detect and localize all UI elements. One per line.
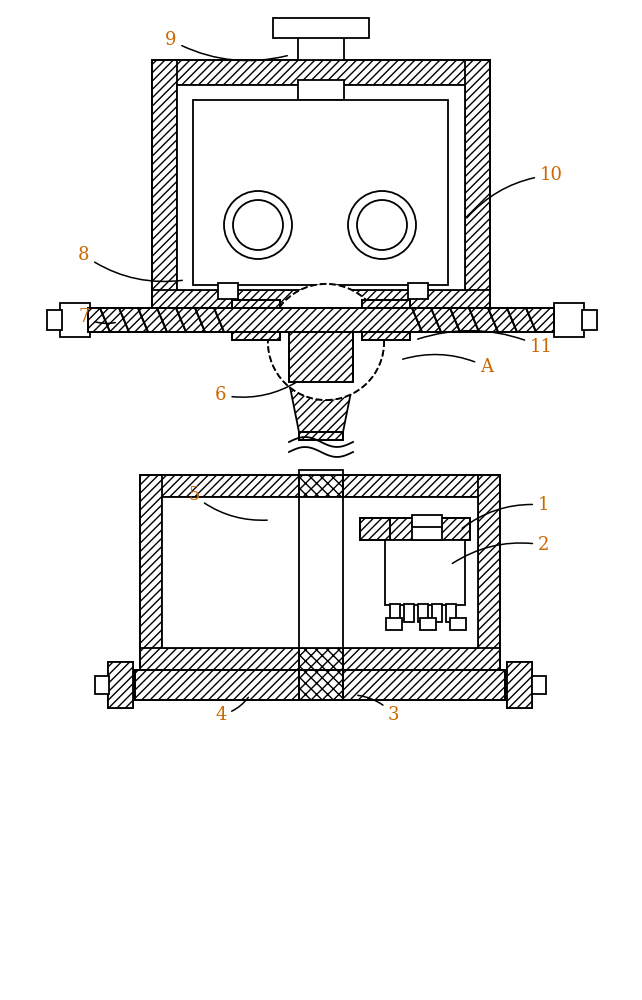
Text: 7: 7 [78, 308, 116, 326]
Bar [232, 300, 280, 340]
Bar [362, 300, 410, 340]
Text: 8: 8 [78, 246, 182, 281]
Bar [412, 525, 442, 540]
Bar [289, 332, 353, 382]
Circle shape [268, 284, 384, 400]
Bar [404, 604, 414, 622]
Bar [362, 300, 410, 340]
Bar [152, 60, 490, 85]
Bar [108, 662, 133, 708]
Bar [140, 475, 500, 497]
Text: 9: 9 [165, 31, 288, 61]
Bar [299, 497, 343, 648]
Text: 2: 2 [453, 536, 550, 563]
Bar [140, 648, 500, 670]
Bar [177, 85, 465, 290]
Bar [362, 300, 410, 340]
Bar [140, 475, 500, 670]
Bar [360, 518, 390, 540]
Bar [289, 332, 353, 382]
Bar [95, 676, 109, 694]
Bar [140, 475, 162, 670]
Bar [162, 497, 478, 648]
Bar [299, 648, 343, 670]
Bar [135, 670, 505, 700]
Bar [408, 283, 428, 299]
Bar [446, 604, 456, 622]
Bar [465, 60, 490, 310]
Bar [386, 618, 402, 630]
Bar [299, 670, 343, 700]
Bar [299, 648, 343, 670]
Bar [507, 662, 532, 708]
Bar [88, 308, 554, 332]
Bar [299, 432, 343, 440]
Bar [554, 303, 584, 337]
Bar [582, 310, 597, 330]
Bar [298, 30, 344, 60]
Bar [360, 518, 470, 540]
Bar [299, 670, 343, 700]
Text: 6: 6 [215, 381, 298, 404]
Bar [232, 300, 280, 340]
Bar [299, 475, 343, 497]
Bar [218, 283, 238, 299]
Bar [232, 300, 280, 340]
Bar [362, 300, 410, 340]
Bar [232, 300, 280, 340]
Bar [88, 308, 554, 332]
Text: 4: 4 [215, 697, 248, 724]
Text: 11: 11 [418, 331, 553, 356]
Text: 3: 3 [358, 695, 399, 724]
Circle shape [348, 191, 416, 259]
Bar [360, 518, 470, 540]
Bar [298, 80, 344, 100]
Text: 5: 5 [188, 486, 267, 520]
Bar [108, 662, 133, 708]
Bar [299, 475, 343, 497]
Text: 1: 1 [462, 496, 550, 528]
Bar [360, 518, 390, 540]
Bar [88, 308, 554, 332]
Bar [60, 303, 90, 337]
Bar [193, 100, 448, 285]
Bar [420, 618, 436, 630]
Bar [432, 604, 442, 622]
Bar [152, 60, 490, 310]
Polygon shape [289, 382, 353, 432]
Circle shape [357, 200, 407, 250]
Bar [152, 290, 490, 310]
Text: A: A [403, 354, 493, 376]
Circle shape [233, 200, 283, 250]
Text: 10: 10 [467, 166, 563, 218]
Bar [88, 308, 554, 332]
Bar [532, 676, 546, 694]
Bar [299, 470, 343, 475]
Bar [478, 475, 500, 670]
Bar [289, 332, 353, 382]
Bar [135, 670, 505, 700]
Bar [412, 515, 442, 527]
Bar [152, 60, 177, 310]
Bar [390, 604, 400, 622]
Bar [418, 604, 428, 622]
Bar [507, 662, 532, 708]
Bar [289, 332, 353, 382]
Circle shape [224, 191, 292, 259]
Bar [273, 18, 369, 38]
Bar [47, 310, 62, 330]
Bar [299, 432, 343, 440]
Bar [385, 540, 465, 605]
Bar [450, 618, 466, 630]
